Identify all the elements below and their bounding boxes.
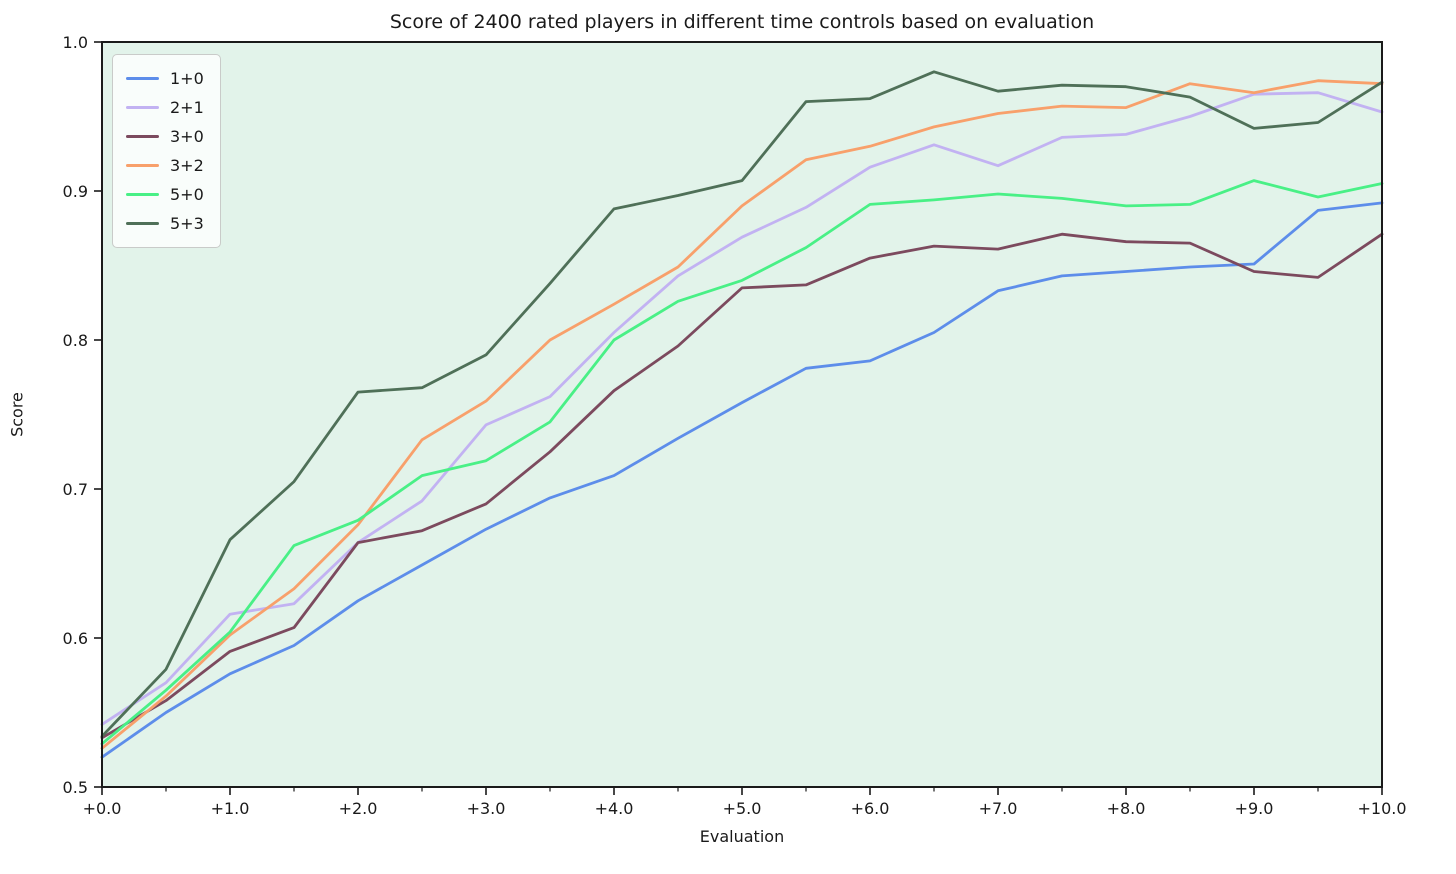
legend-label-2+1: 2+1 xyxy=(170,98,204,117)
x-tick-label: +4.0 xyxy=(595,799,634,818)
series-line-3+0 xyxy=(100,232,1384,740)
y-tick-label: 0.7 xyxy=(63,480,88,499)
series-line-5+3 xyxy=(100,70,1384,738)
x-tick-label: +1.0 xyxy=(211,799,250,818)
series-line-2+1 xyxy=(100,91,1384,726)
chart-title: Score of 2400 rated players in different… xyxy=(389,11,1095,33)
x-tick-label: +7.0 xyxy=(979,799,1018,818)
legend-item-3+0: 3+0 xyxy=(126,122,204,151)
legend-item-1+0: 1+0 xyxy=(126,64,204,93)
x-tick-label: +10.0 xyxy=(1357,799,1406,818)
y-tick-label: 0.8 xyxy=(63,331,88,350)
legend-label-5+0: 5+0 xyxy=(170,185,204,204)
legend-swatch-5+3 xyxy=(126,222,159,225)
x-tick-label: +6.0 xyxy=(851,799,890,818)
x-axis-label: Evaluation xyxy=(699,827,785,846)
legend: 1+0 2+1 3+0 3+2 5+0 5+3 xyxy=(112,54,221,248)
x-tick-label: +2.0 xyxy=(339,799,378,818)
y-tick-label: 0.6 xyxy=(63,629,88,648)
legend-label-5+3: 5+3 xyxy=(170,214,204,233)
plot-area-background xyxy=(102,42,1382,787)
legend-swatch-2+1 xyxy=(126,106,159,109)
x-tick-label: +9.0 xyxy=(1235,799,1274,818)
y-tick-label: 0.5 xyxy=(63,778,88,797)
legend-item-2+1: 2+1 xyxy=(126,93,204,122)
x-tick-label: +0.0 xyxy=(83,799,122,818)
legend-item-3+2: 3+2 xyxy=(126,151,204,180)
x-tick-label: +3.0 xyxy=(467,799,506,818)
x-tick-label: +8.0 xyxy=(1107,799,1146,818)
axes-frame xyxy=(101,41,1383,788)
y-tick-label: 1.0 xyxy=(63,33,88,52)
legend-item-5+0: 5+0 xyxy=(126,180,204,209)
legend-swatch-3+0 xyxy=(126,135,159,138)
legend-label-1+0: 1+0 xyxy=(170,69,204,88)
y-tick-label: 0.9 xyxy=(63,182,88,201)
series-line-1+0 xyxy=(100,201,1384,759)
legend-swatch-3+2 xyxy=(126,164,159,167)
legend-label-3+0: 3+0 xyxy=(170,127,204,146)
legend-item-5+3: 5+3 xyxy=(126,209,204,238)
legend-swatch-1+0 xyxy=(126,77,159,80)
series-line-3+2 xyxy=(100,79,1384,750)
legend-swatch-5+0 xyxy=(126,193,159,196)
y-axis-label: Score xyxy=(7,392,27,437)
legend-label-3+2: 3+2 xyxy=(170,156,204,175)
series-line-5+0 xyxy=(100,179,1384,746)
x-tick-label: +5.0 xyxy=(723,799,762,818)
